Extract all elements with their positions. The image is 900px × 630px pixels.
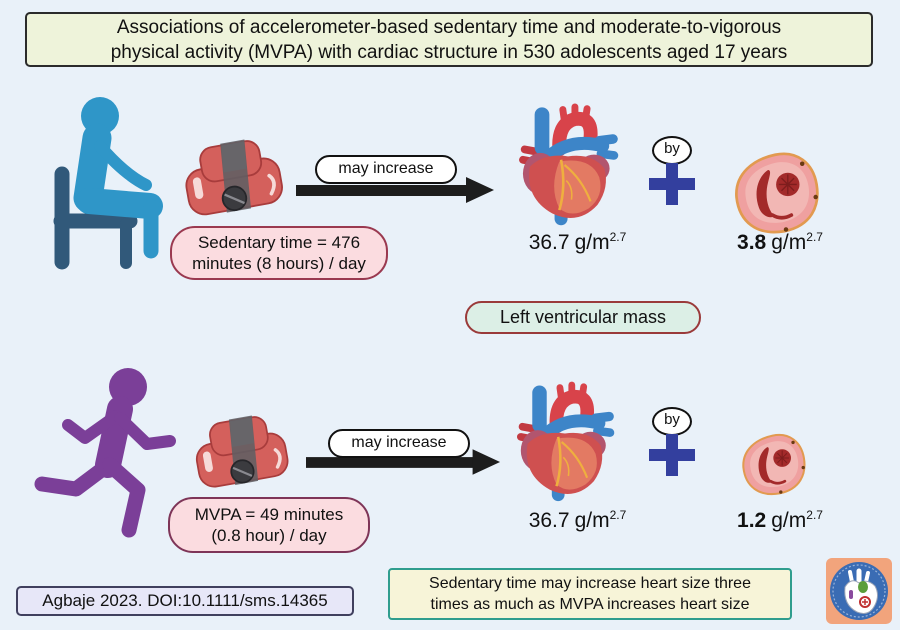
running-person-icon xyxy=(34,368,176,538)
sedentary-time-line-1: Sedentary time = 476 xyxy=(197,233,361,252)
research-group-logo-icon xyxy=(826,558,892,624)
title-box: Associations of accelerometer-based sede… xyxy=(25,12,873,67)
plus-icon xyxy=(649,434,695,476)
unit-exponent: 2.7 xyxy=(609,508,627,522)
sitting-person-icon xyxy=(53,97,163,270)
lv-mass-value: 36.7 g/m2.7 xyxy=(505,230,650,255)
unit-exponent: 2.7 xyxy=(806,508,823,522)
accelerometer-device-icon xyxy=(189,409,293,493)
by-badge: by xyxy=(652,407,692,436)
may-increase-label: may increase xyxy=(328,429,470,458)
anatomical-heart-icon xyxy=(516,102,620,228)
increase-number: 1.2 xyxy=(737,509,767,532)
title-line-1: Associations of accelerometer-based sede… xyxy=(116,17,782,38)
may-increase-label: may increase xyxy=(315,155,457,184)
unit-exponent: 2.7 xyxy=(609,230,627,244)
conclusion-box: Sedentary time may increase heart size t… xyxy=(388,568,792,620)
lv-mass-number: 36.7 xyxy=(528,509,570,532)
lv-mass-number: 36.7 xyxy=(528,231,570,254)
mvpa-label: MVPA = 49 minutes (0.8 hour) / day xyxy=(168,497,370,553)
lv-mass-value: 36.7 g/m2.7 xyxy=(505,508,650,533)
research-group-logo xyxy=(825,557,893,625)
unit-base: g/m xyxy=(574,509,610,532)
sedentary-time-label: Sedentary time = 476 minutes (8 hours) /… xyxy=(170,226,388,280)
unit-base: g/m xyxy=(771,509,807,532)
title-line-2: physical activity (MVPA) with cardiac st… xyxy=(110,42,788,63)
left-ventricular-mass-label: Left ventricular mass xyxy=(465,301,701,334)
conclusion-line-2: times as much as MVPA increases heart si… xyxy=(430,596,750,613)
plus-icon xyxy=(649,163,695,205)
anatomical-heart-icon xyxy=(514,380,616,504)
heart-cross-section-icon xyxy=(734,152,820,234)
increase-value: 1.2 g/m2.7 xyxy=(715,508,845,533)
citation-box: Agbaje 2023. DOI:10.1111/sms.14365 xyxy=(16,586,354,616)
heart-cross-section-icon xyxy=(741,433,807,496)
accelerometer-device-icon xyxy=(178,132,287,221)
unit-exponent: 2.7 xyxy=(806,230,823,244)
increase-number: 3.8 xyxy=(737,231,767,254)
unit-base: g/m xyxy=(771,231,807,254)
sedentary-time-line-2: minutes (8 hours) / day xyxy=(192,254,366,273)
conclusion-line-1: Sedentary time may increase heart size t… xyxy=(429,575,751,592)
unit-base: g/m xyxy=(574,231,610,254)
mvpa-line-1: MVPA = 49 minutes xyxy=(194,505,344,524)
mvpa-line-2: (0.8 hour) / day xyxy=(211,526,327,545)
by-badge: by xyxy=(652,136,692,165)
increase-value: 3.8 g/m2.7 xyxy=(715,230,845,255)
